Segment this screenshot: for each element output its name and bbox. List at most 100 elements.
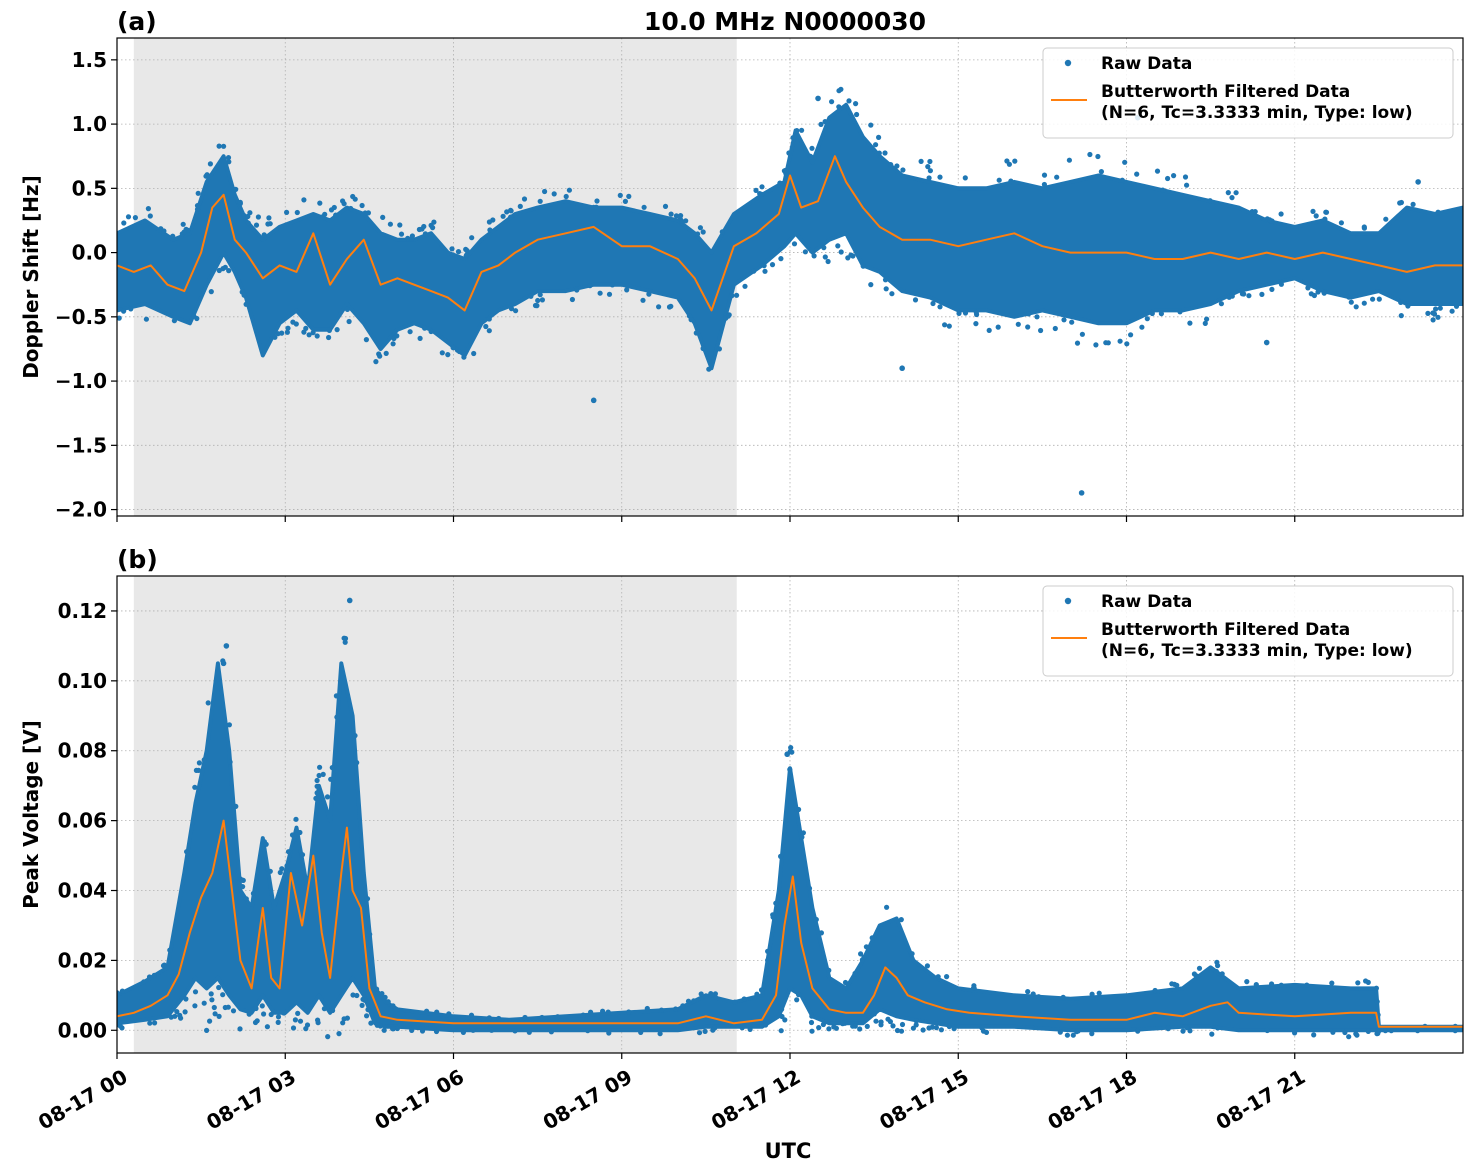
raw-data-point xyxy=(141,979,147,985)
raw-data-point xyxy=(1041,181,1047,188)
raw-data-outlier xyxy=(1263,339,1270,346)
raw-data-point xyxy=(790,135,796,141)
raw-data-point xyxy=(1397,200,1403,206)
raw-data-point xyxy=(125,214,132,220)
x-tick-label: 08-17 09 xyxy=(539,1064,637,1134)
raw-data-point xyxy=(925,164,931,170)
raw-data-point xyxy=(970,985,977,991)
raw-data-point xyxy=(152,1020,158,1026)
y-tick-label: 1.5 xyxy=(72,48,107,72)
raw-data-point xyxy=(1041,172,1048,178)
raw-data-point xyxy=(486,316,492,322)
raw-data-point xyxy=(876,150,882,156)
raw-data-point xyxy=(161,228,167,234)
raw-data-point xyxy=(956,310,962,316)
raw-data-point xyxy=(147,213,153,219)
raw-data-point xyxy=(233,186,239,192)
raw-data-point xyxy=(698,991,704,997)
raw-data-point xyxy=(1103,340,1109,346)
raw-data-point xyxy=(394,1025,400,1032)
raw-data-point xyxy=(777,180,783,186)
raw-data-point xyxy=(1405,303,1411,309)
y-tick-label: −0.5 xyxy=(55,305,107,329)
raw-data-point xyxy=(1244,979,1250,985)
raw-data-point xyxy=(563,193,569,200)
raw-data-point xyxy=(691,998,697,1004)
raw-data-point xyxy=(1229,293,1235,299)
x-tick-label: 08-17 18 xyxy=(1043,1064,1141,1134)
raw-data-point xyxy=(1346,1034,1352,1040)
raw-data-point xyxy=(487,227,493,233)
raw-data-point xyxy=(818,930,825,936)
raw-data-point xyxy=(117,990,120,996)
y-tick-label: −2.0 xyxy=(55,498,107,522)
raw-data-point xyxy=(379,991,385,997)
raw-data-point xyxy=(909,951,915,957)
raw-data-point xyxy=(255,214,261,220)
raw-data-point xyxy=(838,86,844,92)
raw-data-point xyxy=(315,1017,321,1023)
raw-data-point xyxy=(1214,959,1220,965)
legend-label-filter-params: (N=6, Tc=3.3333 min, Type: low) xyxy=(1101,641,1413,661)
raw-data-point xyxy=(326,327,332,333)
raw-data-point xyxy=(464,252,470,258)
raw-data-point xyxy=(310,330,316,336)
raw-data-point xyxy=(1269,981,1275,987)
raw-data-point xyxy=(390,1003,396,1009)
raw-data-point xyxy=(1158,311,1164,317)
raw-data-point xyxy=(352,733,358,739)
raw-data-point xyxy=(297,1018,304,1024)
raw-data-point xyxy=(734,292,740,298)
raw-data-point xyxy=(237,1026,243,1032)
raw-data-point xyxy=(266,215,272,221)
raw-data-point xyxy=(359,202,365,209)
raw-data-point xyxy=(363,337,369,343)
raw-data-point xyxy=(1430,317,1436,323)
raw-data-point xyxy=(352,196,358,202)
raw-data-point xyxy=(754,991,760,997)
raw-data-point xyxy=(1322,216,1328,222)
raw-data-point xyxy=(864,1023,870,1029)
raw-data-point xyxy=(456,348,462,355)
raw-data-point xyxy=(381,1027,387,1033)
raw-data-point xyxy=(673,213,680,219)
raw-data-point xyxy=(641,204,647,210)
raw-data-point xyxy=(195,190,201,196)
raw-data-point xyxy=(1171,173,1177,179)
raw-data-point xyxy=(209,997,215,1003)
raw-data-point xyxy=(293,816,299,822)
raw-data-point xyxy=(876,134,882,140)
raw-data-point xyxy=(1089,991,1095,997)
raw-data-point xyxy=(1054,174,1060,180)
raw-data-point xyxy=(813,916,819,923)
raw-data-point xyxy=(1437,305,1443,311)
raw-data-point xyxy=(986,327,992,333)
raw-data-point xyxy=(249,901,255,907)
raw-data-point xyxy=(1311,1032,1317,1038)
raw-data-point xyxy=(779,1006,785,1012)
raw-data-point xyxy=(486,328,492,334)
panel-a-doppler-shift: 1.5 1.0 0.5 0.0 −0.5 −1.0 −1.5 −2.0 Doppler Shif… xyxy=(19,7,1464,522)
raw-data-point xyxy=(1383,216,1389,222)
raw-data-point xyxy=(354,992,360,999)
raw-data-point xyxy=(709,992,715,998)
y-axis: 0.00 0.02 0.04 0.06 0.08 0.10 0.12 xyxy=(58,599,117,1042)
raw-data-point xyxy=(551,191,557,197)
raw-data-point xyxy=(342,635,349,642)
raw-data-point xyxy=(119,988,125,994)
raw-data-point xyxy=(778,1028,784,1034)
raw-data-point xyxy=(1311,292,1317,299)
raw-data-point xyxy=(521,196,528,202)
raw-data-point xyxy=(900,167,906,173)
legend-label-raw: Raw Data xyxy=(1101,592,1192,612)
raw-data-point xyxy=(1187,320,1193,326)
y-tick-label: 0.5 xyxy=(72,176,107,200)
raw-data-point xyxy=(1196,965,1203,971)
raw-data-point xyxy=(216,267,222,274)
raw-data-point xyxy=(208,289,214,295)
raw-data-point xyxy=(821,245,827,251)
raw-data-point xyxy=(962,175,968,181)
raw-data-point xyxy=(1060,994,1066,1001)
raw-data-point xyxy=(773,900,779,906)
raw-data-point xyxy=(580,1012,586,1018)
